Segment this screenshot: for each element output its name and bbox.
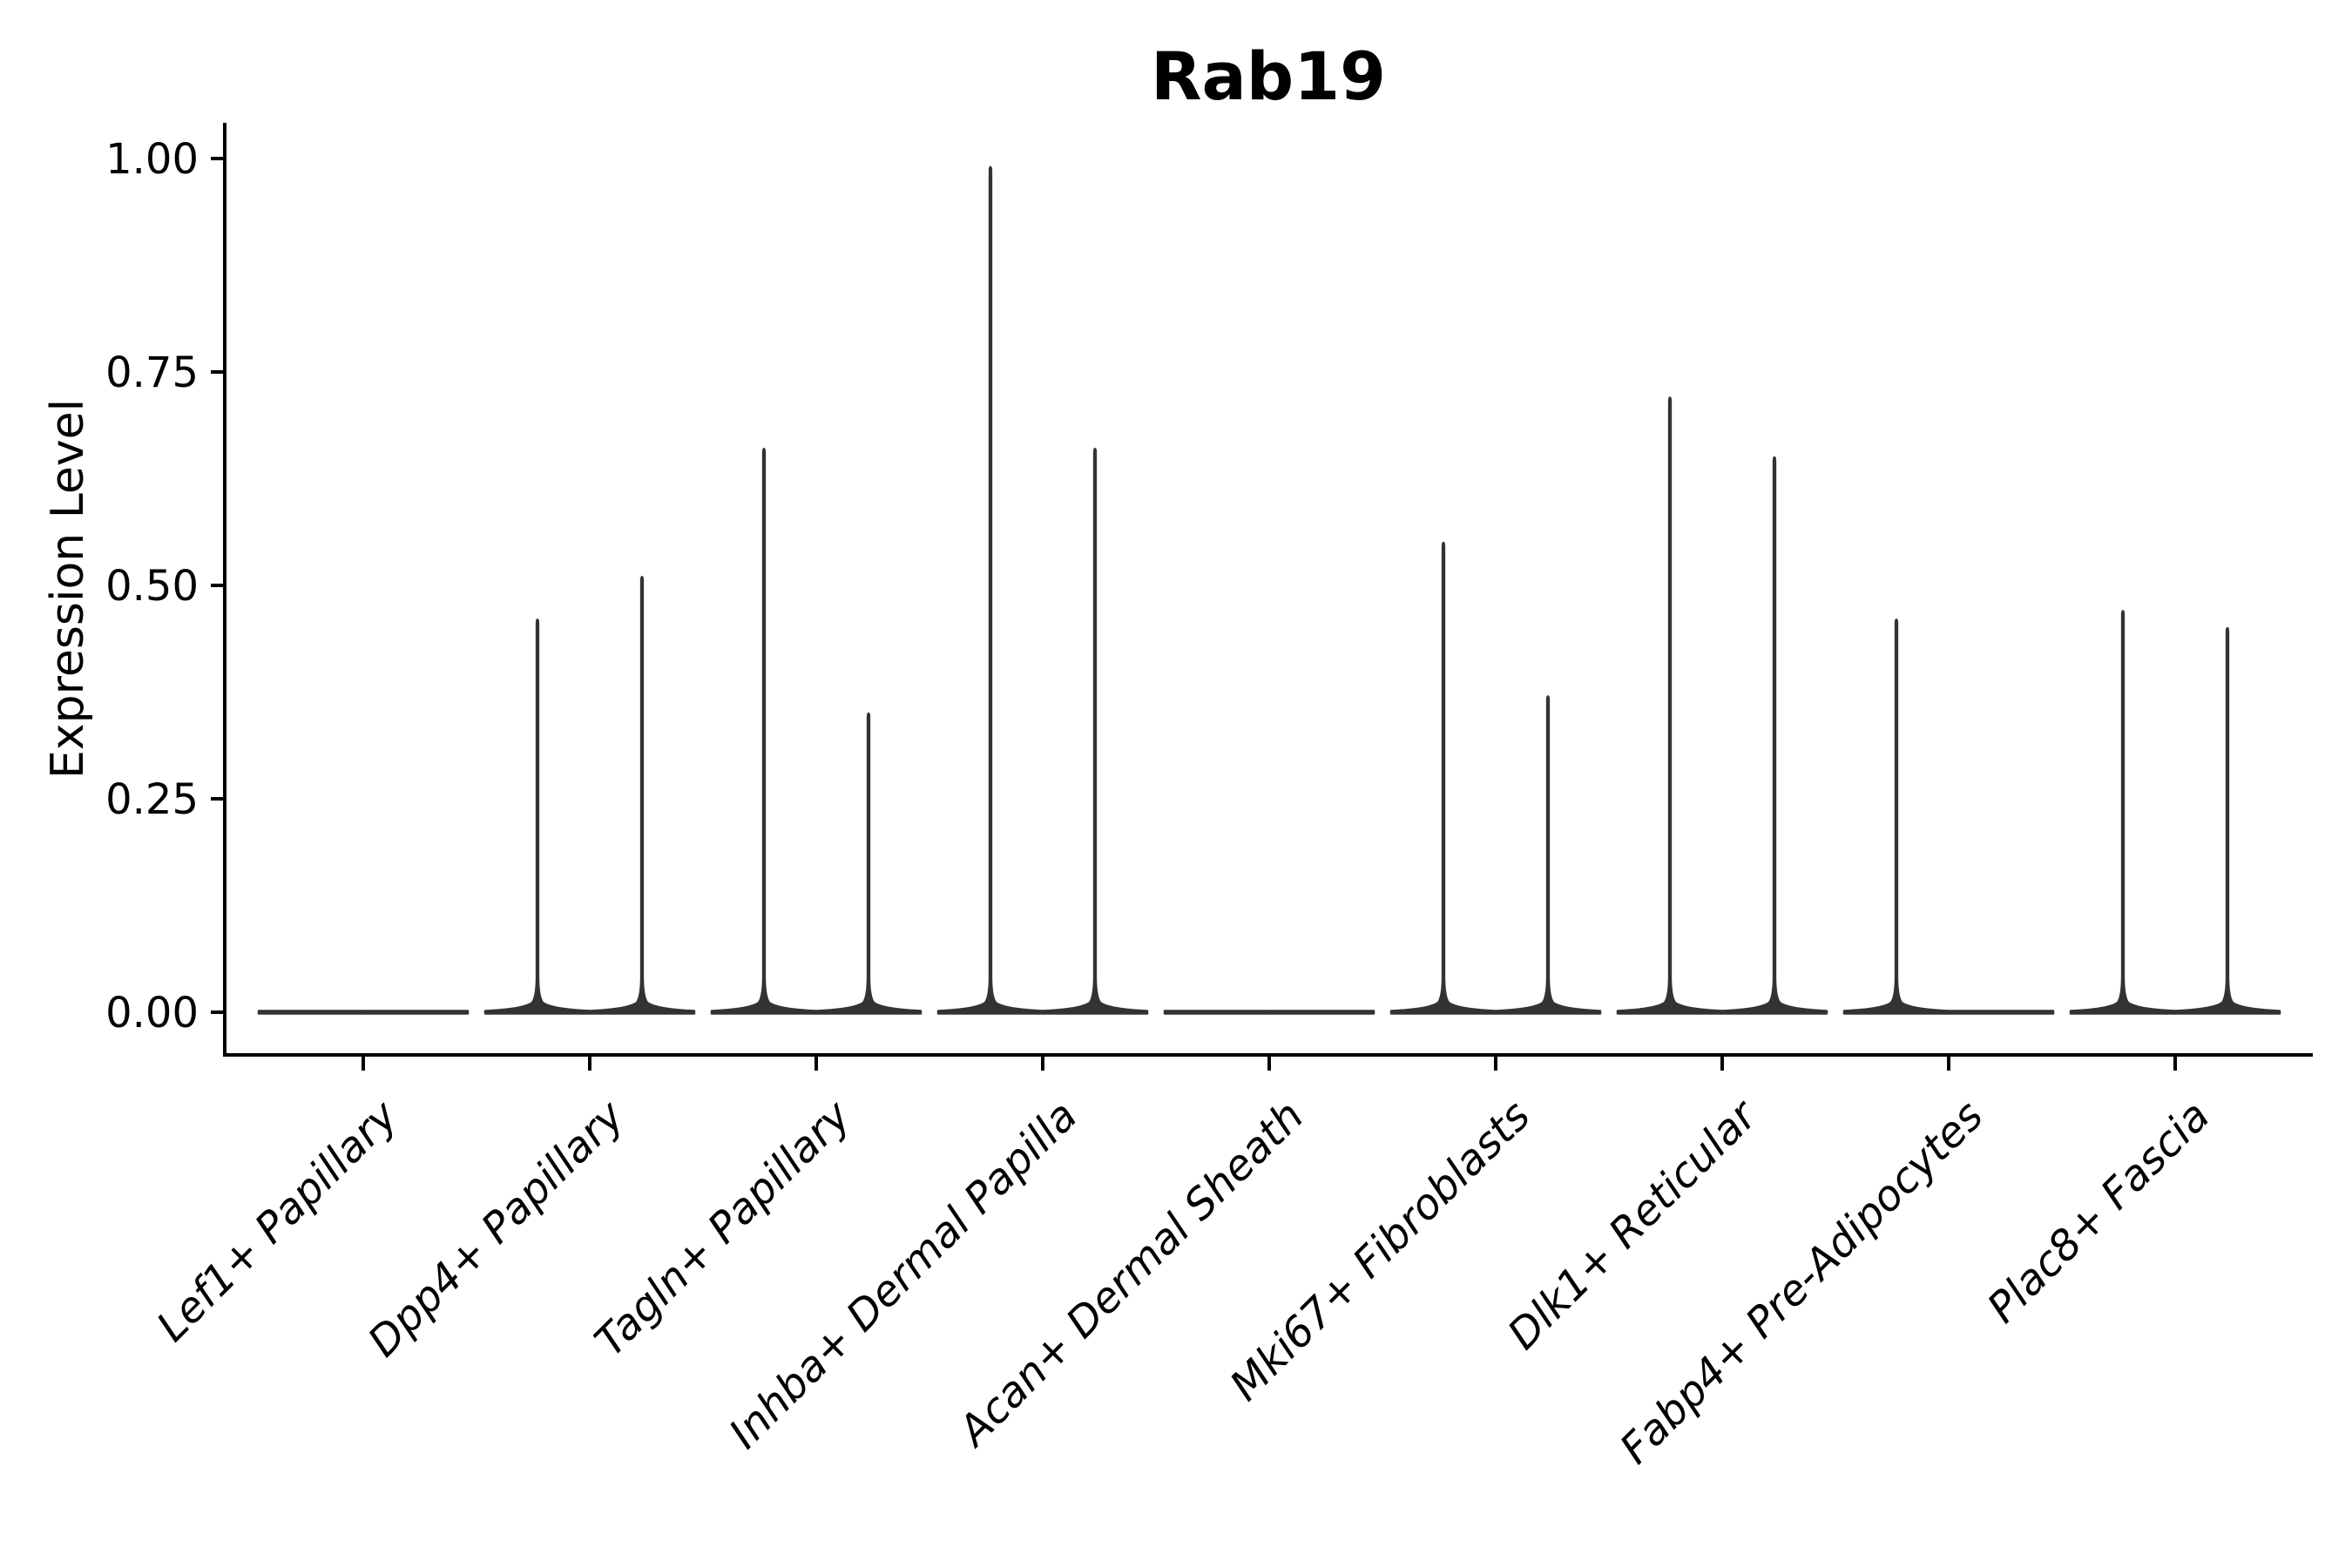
- y-tick-label: 0.25: [105, 775, 199, 824]
- violin-left-violin-cat-0: [257, 1010, 365, 1015]
- x-tick-label-plac8-fascia: Plac8+ Fascia: [1978, 1092, 2220, 1333]
- x-tick-label-fabp4-pre-adipocytes: Fabp4+ Pre-Adipocytes: [1611, 1092, 1993, 1474]
- y-axis-label: Expression Level: [42, 399, 94, 779]
- chart-title: Rab19: [1151, 37, 1386, 115]
- violin-right-violin-cat-6: [1720, 456, 1828, 1015]
- violins-group: [257, 166, 2281, 1015]
- violin-left-violin-cat-5: [1389, 541, 1497, 1015]
- x-tick-label-dlk1-reticular: Dlk1+ Reticular: [1498, 1090, 1768, 1360]
- violin-right-violin-cat-1: [588, 575, 696, 1015]
- violin-left-violin-cat-4: [1163, 1010, 1271, 1015]
- violin-left-violin-cat-7: [1842, 618, 1950, 1015]
- violin-right-violin-cat-7: [1947, 1010, 2055, 1015]
- y-tick-label: 0.00: [105, 989, 199, 1037]
- violin-left-violin-cat-1: [483, 618, 591, 1015]
- violin-right-violin-cat-4: [1267, 1010, 1375, 1015]
- violin-left-violin-cat-3: [936, 166, 1044, 1015]
- y-tick-label: 0.50: [105, 562, 199, 611]
- violin-right-violin-cat-3: [1041, 447, 1149, 1015]
- violin-right-violin-cat-2: [814, 712, 923, 1015]
- y-tick-label: 0.75: [105, 348, 199, 397]
- violin-right-violin-cat-8: [2173, 626, 2281, 1015]
- x-tick-label-lef1-papillary: Lef1+ Papillary: [147, 1091, 408, 1351]
- violin-right-violin-cat-0: [362, 1010, 470, 1015]
- y-axis-ticks-group: 0.00 0.25 0.50 0.75 1.00: [105, 135, 225, 1037]
- y-tick-label: 1.00: [105, 135, 199, 184]
- violin-left-violin-cat-2: [710, 447, 818, 1015]
- violin-left-violin-cat-6: [1616, 396, 1724, 1015]
- violin-right-violin-cat-5: [1494, 695, 1602, 1015]
- violin-left-violin-cat-8: [2069, 610, 2177, 1015]
